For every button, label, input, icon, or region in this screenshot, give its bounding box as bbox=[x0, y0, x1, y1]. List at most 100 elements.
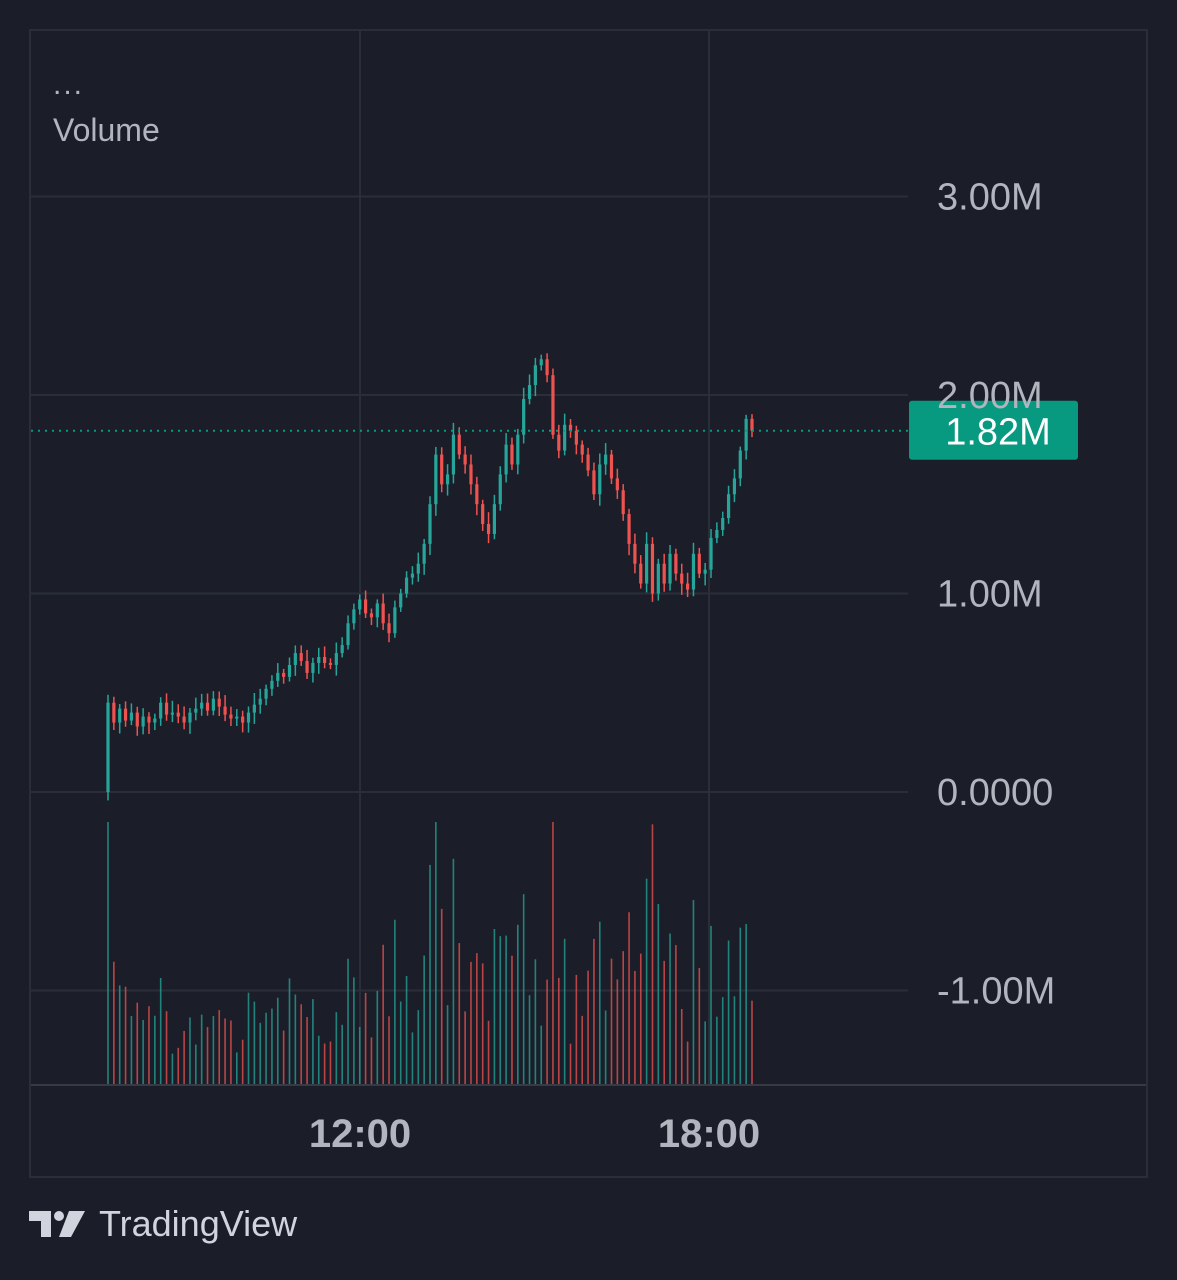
candle-body bbox=[592, 470, 596, 495]
volume-bar bbox=[704, 1021, 706, 1084]
volume-bar bbox=[499, 936, 502, 1084]
volume-bar bbox=[241, 1039, 244, 1084]
volume-bar bbox=[458, 943, 461, 1084]
volume-bar bbox=[675, 945, 677, 1084]
volume-bar bbox=[230, 1020, 232, 1084]
candle-body bbox=[241, 716, 245, 723]
volume-bar bbox=[130, 1016, 133, 1084]
volume-bar bbox=[171, 1053, 174, 1084]
candle-body bbox=[352, 609, 356, 624]
volume-bar bbox=[616, 979, 619, 1084]
y-tick-label: 2.00M bbox=[937, 375, 1043, 417]
candle-body bbox=[440, 454, 444, 485]
volume-bar bbox=[540, 1025, 543, 1084]
volume-bar bbox=[745, 924, 747, 1084]
y-tick-label: 3.00M bbox=[937, 177, 1043, 219]
candle-body bbox=[463, 454, 467, 465]
volume-bar bbox=[587, 970, 589, 1084]
volume-bar bbox=[317, 1035, 320, 1084]
volume-bar bbox=[698, 967, 701, 1084]
volume-bar bbox=[212, 1016, 215, 1084]
volume-bar bbox=[306, 1017, 308, 1084]
candle-body bbox=[293, 653, 297, 665]
candle-body bbox=[586, 454, 590, 471]
volume-bar bbox=[464, 1011, 466, 1084]
volume-bar bbox=[622, 951, 624, 1084]
volume-bar bbox=[388, 1016, 390, 1084]
volume-bar bbox=[598, 921, 601, 1084]
volume-bar bbox=[435, 822, 437, 1084]
volume-bar bbox=[476, 953, 478, 1084]
y-tick-label: 0.0000 bbox=[937, 772, 1053, 814]
candle-body bbox=[445, 474, 450, 485]
candle-body bbox=[118, 708, 122, 723]
candle-body bbox=[604, 454, 608, 465]
volume-bar bbox=[382, 944, 384, 1084]
candle-body bbox=[393, 607, 397, 634]
candle-body bbox=[580, 444, 584, 455]
candle-body bbox=[627, 514, 631, 544]
candle-body bbox=[686, 583, 690, 590]
candle-body bbox=[709, 537, 713, 570]
candle-body bbox=[498, 474, 502, 505]
candle-body bbox=[598, 464, 602, 495]
candle-body bbox=[223, 706, 227, 715]
volume-bar bbox=[716, 1016, 718, 1084]
candles bbox=[106, 353, 754, 801]
candle-body bbox=[276, 672, 280, 681]
candle-body bbox=[533, 365, 537, 386]
volume-bar bbox=[575, 974, 578, 1084]
volume-bar bbox=[417, 1010, 420, 1084]
candle-body bbox=[305, 660, 309, 673]
candle-body bbox=[492, 504, 496, 534]
volume-bar bbox=[195, 1044, 197, 1084]
volume-bar bbox=[148, 1006, 150, 1084]
volume-bar bbox=[645, 878, 648, 1084]
volume-bar bbox=[663, 960, 665, 1084]
candle-body bbox=[422, 543, 426, 564]
candle-body bbox=[282, 672, 286, 677]
candle-body bbox=[340, 645, 344, 654]
candle-body bbox=[188, 712, 192, 723]
candle-body bbox=[299, 653, 303, 661]
candle-body bbox=[715, 529, 719, 538]
candle-body bbox=[364, 599, 368, 614]
candle-body bbox=[568, 424, 573, 431]
candle-body bbox=[721, 518, 725, 530]
candle-body bbox=[129, 712, 134, 721]
candle-body bbox=[211, 698, 215, 711]
volume-bar bbox=[189, 1017, 191, 1084]
footer-brand[interactable]: TradingView bbox=[29, 1203, 297, 1245]
candle-body bbox=[381, 603, 385, 624]
candle-body bbox=[399, 593, 403, 608]
candle-body bbox=[317, 657, 321, 663]
volume-bar bbox=[429, 864, 431, 1084]
candle-body bbox=[615, 478, 619, 491]
volume-bar bbox=[347, 958, 349, 1084]
tradingview-logo-icon bbox=[29, 1211, 85, 1237]
legend-menu-icon[interactable]: ... bbox=[53, 68, 85, 101]
candle-body bbox=[527, 385, 532, 399]
candle-body bbox=[369, 613, 374, 618]
volume-bar bbox=[446, 1005, 449, 1084]
indicator-label[interactable]: Volume bbox=[53, 112, 160, 148]
volume-bar bbox=[680, 1009, 683, 1084]
volume-bar bbox=[511, 955, 513, 1084]
candle-body bbox=[229, 714, 233, 719]
candle-body bbox=[170, 712, 174, 715]
volume-bar bbox=[534, 959, 537, 1084]
volume-bar bbox=[353, 977, 355, 1084]
candle-body bbox=[621, 490, 625, 515]
volume-bar bbox=[218, 1010, 221, 1084]
volume-bar bbox=[399, 1001, 402, 1084]
y-axis: 3.00M 2.00M 1.00M 0.0000 -1.00M bbox=[937, 177, 1055, 1013]
volume-bar bbox=[394, 919, 396, 1084]
candle-body bbox=[159, 702, 163, 719]
candle-body bbox=[645, 543, 649, 584]
candle-body bbox=[481, 504, 485, 525]
volume-bar bbox=[739, 927, 742, 1084]
brand-name: TradingView bbox=[99, 1203, 298, 1244]
candle-body bbox=[703, 569, 707, 574]
volume-bar bbox=[657, 903, 660, 1084]
